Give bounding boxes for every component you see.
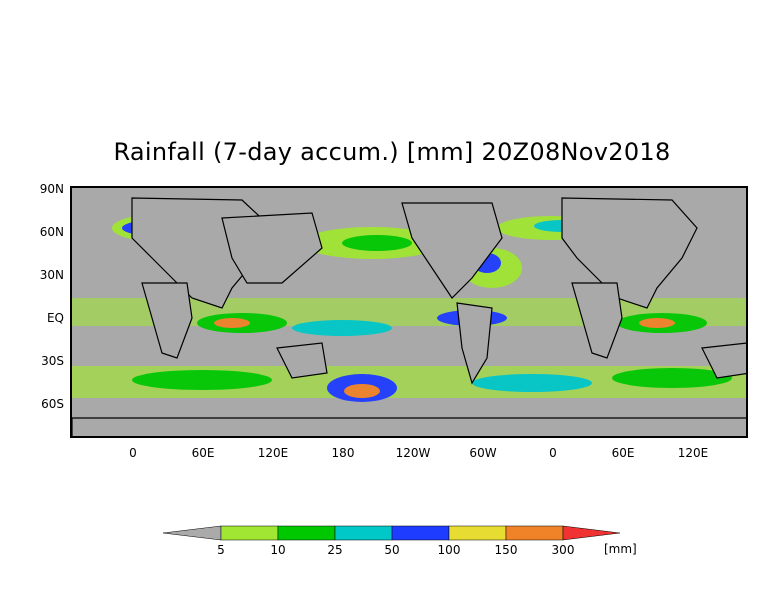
- rain-patch: [292, 320, 392, 336]
- lon-label-60w: 60W: [469, 446, 497, 460]
- asia-outline: [221, 212, 323, 284]
- legend-swatch-150-300: [505, 525, 564, 541]
- australia-repeat-outline: [701, 342, 746, 379]
- rain-patch: [214, 318, 250, 328]
- legend-label-50: 50: [384, 543, 400, 557]
- legend-label-300: 300: [551, 543, 575, 557]
- rain-patch: [344, 384, 380, 398]
- map-canvas: [72, 188, 746, 436]
- legend-unit: [mm]: [604, 542, 637, 556]
- rain-patch: [639, 318, 675, 328]
- legend-label-25: 25: [327, 543, 343, 557]
- rainfall-map: [70, 186, 748, 438]
- antarctica-outline: [72, 417, 746, 436]
- africa-outline: [141, 282, 193, 359]
- south-america-outline: [456, 302, 493, 385]
- north-america-outline: [401, 202, 503, 299]
- lon-label-0: 0: [129, 446, 137, 460]
- australia-outline: [276, 342, 328, 379]
- africa-repeat-outline: [571, 282, 623, 359]
- legend-swatch-above-300: [562, 525, 621, 541]
- lon-label-60e: 60E: [191, 446, 215, 460]
- lat-label-eq: EQ: [46, 311, 64, 325]
- coastlines: [72, 197, 746, 436]
- legend-label-100: 100: [437, 543, 461, 557]
- lon-label-180: 180: [331, 446, 355, 460]
- legend-swatch-5-10: [220, 525, 279, 541]
- rain-patch: [132, 370, 272, 390]
- lon-label-0-repeat: 0: [549, 446, 557, 460]
- eurasia-east-outline: [561, 197, 698, 309]
- lat-label-60n: 60N: [39, 225, 64, 239]
- lat-label-90n: 90N: [39, 182, 64, 196]
- legend-label-5: 5: [217, 543, 225, 557]
- legend-swatch-25-50: [334, 525, 393, 541]
- rain-patch: [612, 368, 732, 388]
- legend-label-150: 150: [494, 543, 518, 557]
- lon-label-120e: 120E: [257, 446, 289, 460]
- lat-label-60s: 60S: [41, 397, 64, 411]
- lat-label-30s: 30S: [41, 354, 64, 368]
- rain-patch: [472, 374, 592, 392]
- chart-title: Rainfall (7-day accum.) [mm] 20Z08Nov201…: [113, 138, 671, 166]
- legend-swatch-10-25: [277, 525, 336, 541]
- legend-swatch-50-100: [391, 525, 450, 541]
- legend-swatch-100-150: [448, 525, 507, 541]
- lon-label-120e-repeat: 120E: [677, 446, 709, 460]
- lon-label-60e-repeat: 60E: [611, 446, 635, 460]
- legend-swatch-below-5: [162, 525, 222, 541]
- legend-label-10: 10: [270, 543, 286, 557]
- lat-label-30n: 30N: [39, 268, 64, 282]
- lon-label-120w: 120W: [395, 446, 431, 460]
- rain-patch: [342, 235, 412, 251]
